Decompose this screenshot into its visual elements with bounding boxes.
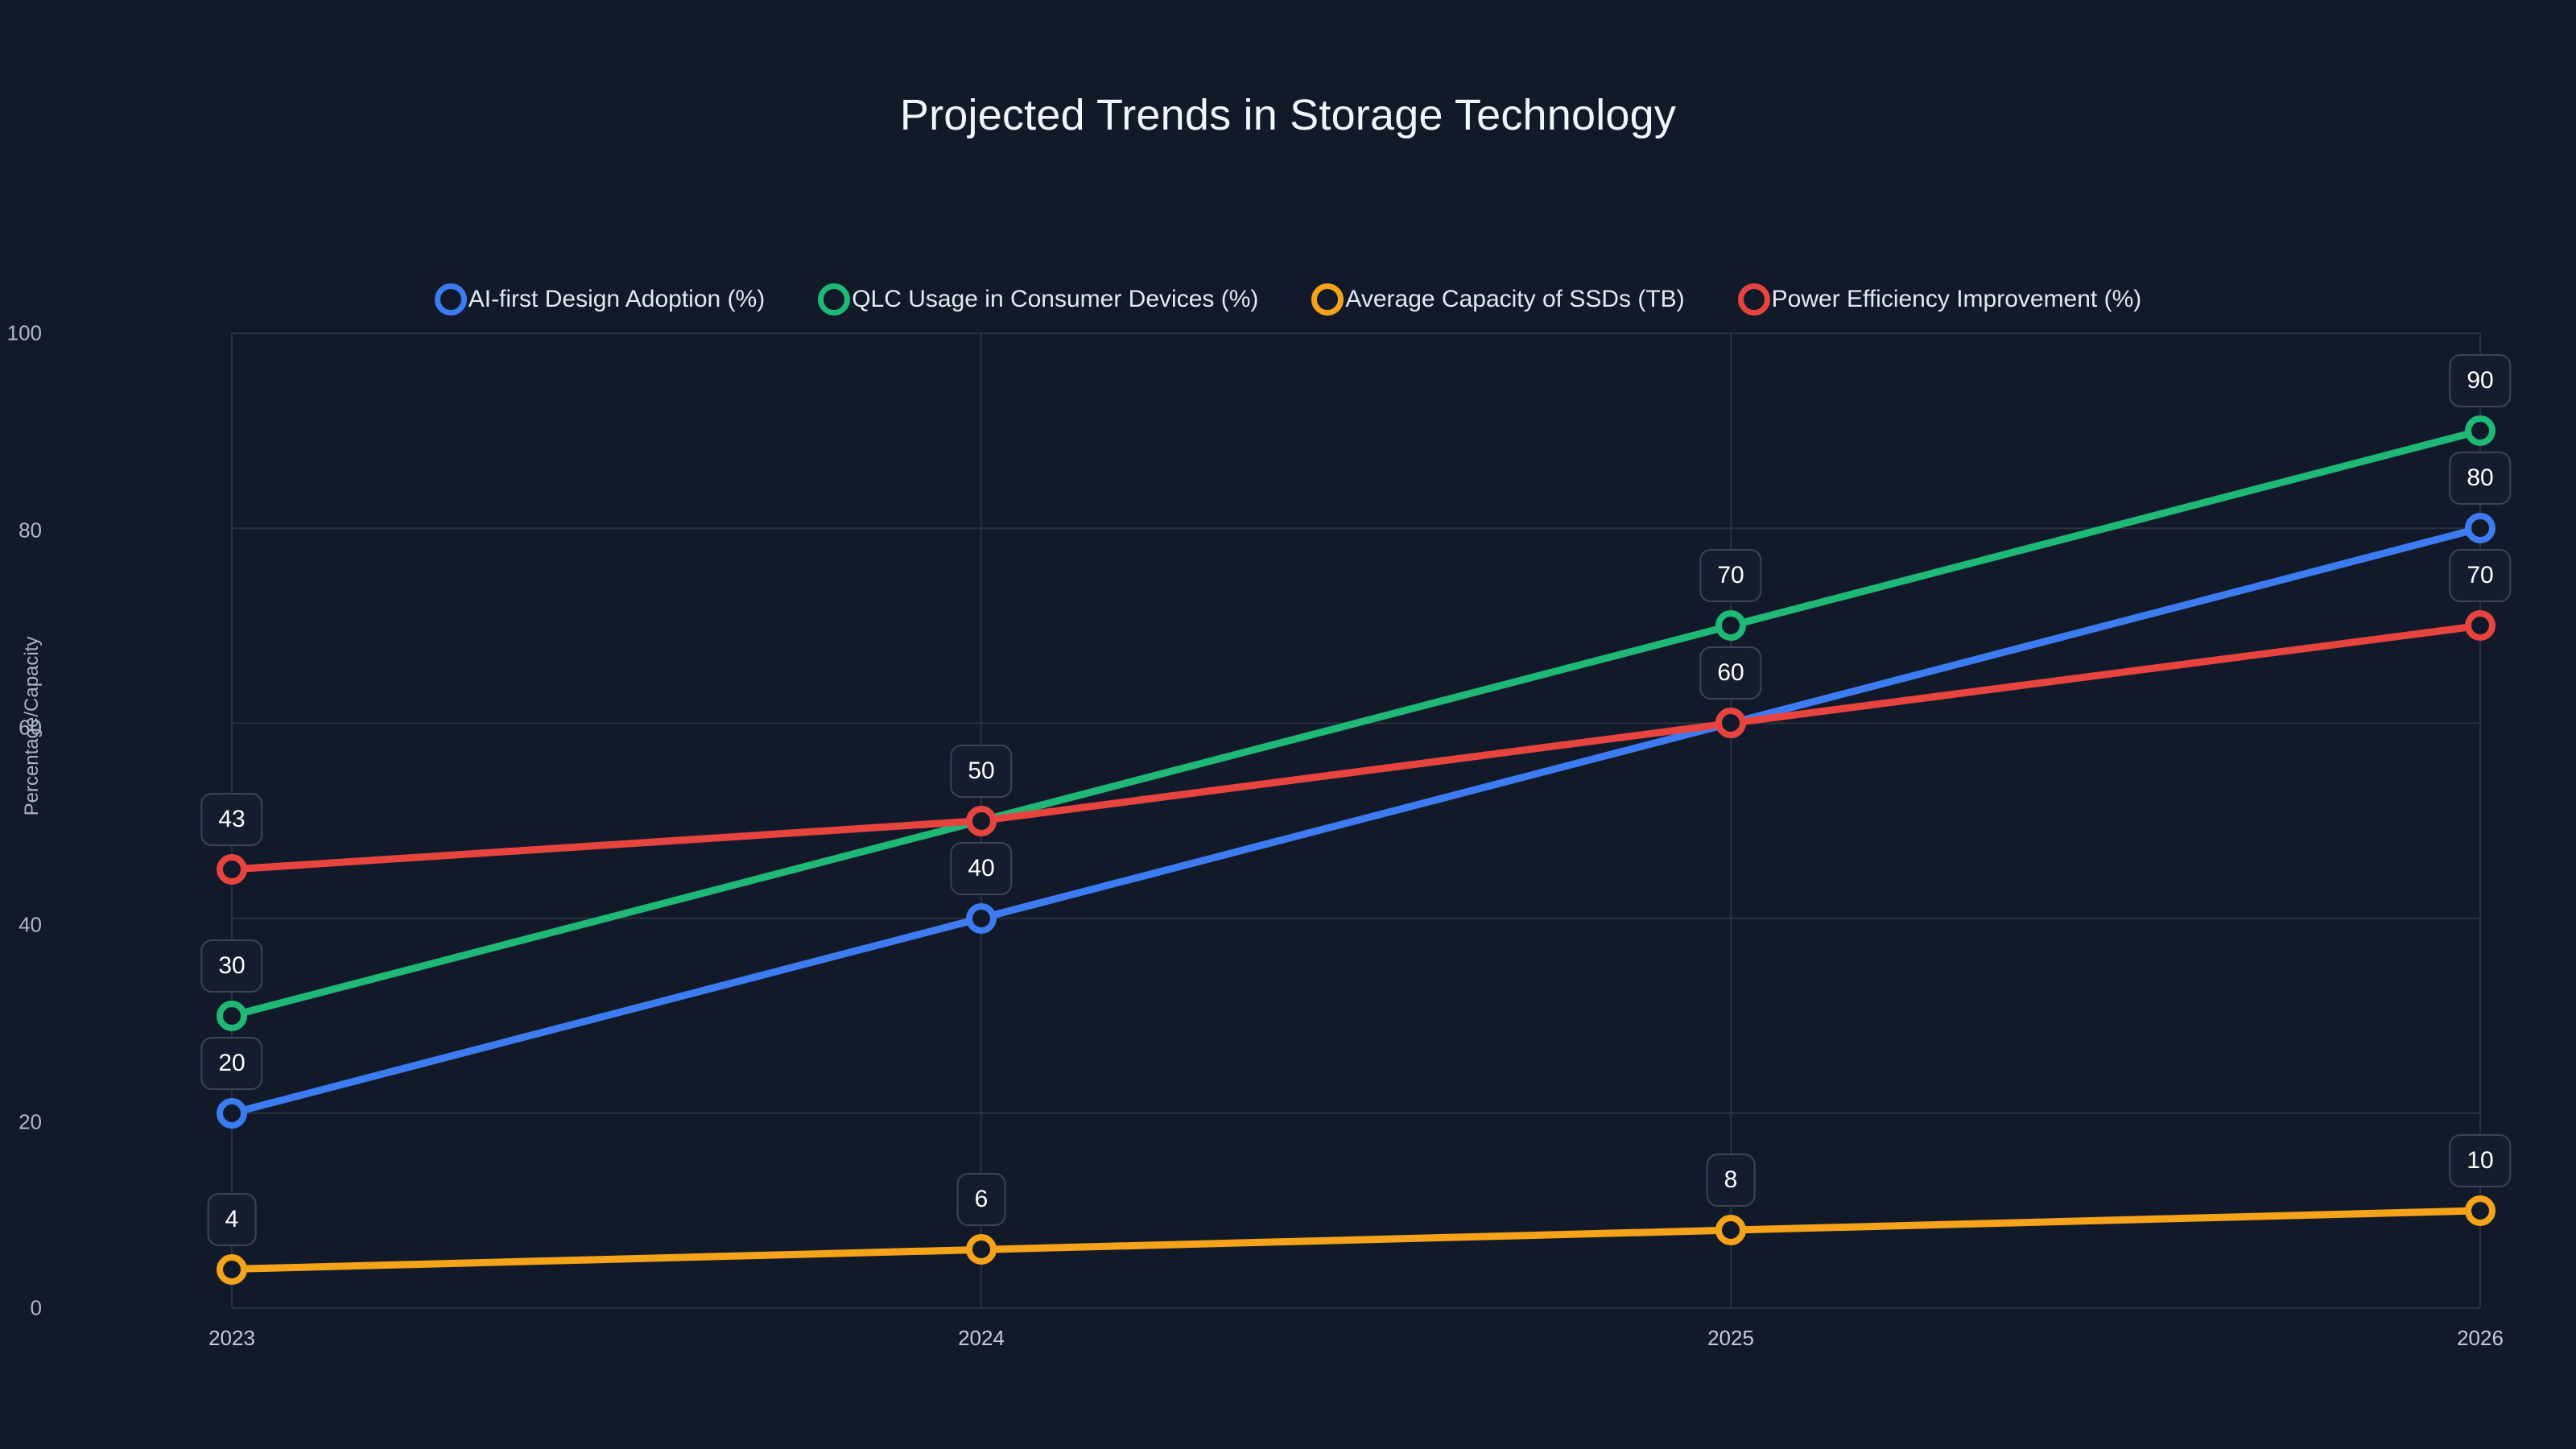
legend-item-label: Average Capacity of SSDs (TB) <box>1345 286 1685 312</box>
data-point-marker[interactable] <box>217 1097 247 1129</box>
legend-item-average-capacity-of-ssds[interactable]: Average Capacity of SSDs (TB) <box>1311 283 1685 316</box>
x-axis-tick: 2025 <box>1707 1326 1754 1350</box>
data-point-marker[interactable] <box>2465 415 2496 447</box>
y-axis-tick: 40 <box>19 912 42 937</box>
data-point-value-badge: 60 <box>1699 646 1762 700</box>
data-point-value-badge: 8 <box>1706 1154 1756 1208</box>
legend-item-power-efficiency-improvement[interactable]: Power Efficiency Improvement (%) <box>1737 283 2142 316</box>
data-point-value-badge: 70 <box>2449 549 2512 603</box>
data-point-marker[interactable] <box>966 1234 997 1265</box>
data-point-marker[interactable] <box>217 1253 247 1285</box>
data-point-value-badge: 20 <box>200 1036 263 1090</box>
x-axis-tick: 2026 <box>2457 1326 2504 1350</box>
data-point-marker[interactable] <box>966 902 997 934</box>
data-point-value-badge: 70 <box>1699 549 1762 603</box>
data-point-marker[interactable] <box>1715 1215 1746 1246</box>
legend-item-qlc-usage-in-consumer-devices[interactable]: QLC Usage in Consumer Devices (%) <box>818 283 1258 316</box>
y-axis-tick: 20 <box>19 1109 42 1134</box>
y-axis-tick: 60 <box>19 715 42 740</box>
data-point-value-badge: 6 <box>956 1173 1006 1227</box>
data-point-value-badge: 10 <box>2449 1133 2512 1187</box>
data-point-marker[interactable] <box>2465 610 2496 642</box>
data-point-marker[interactable] <box>1715 610 1746 642</box>
data-point-marker[interactable] <box>1715 708 1746 739</box>
circle-outline-icon <box>1311 283 1344 316</box>
data-point-marker[interactable] <box>2465 513 2496 544</box>
data-point-value-badge: 30 <box>200 939 263 993</box>
y-axis-tick: 0 <box>30 1295 42 1320</box>
legend-item-label: Power Efficiency Improvement (%) <box>1771 286 2142 312</box>
data-point-value-badge: 4 <box>207 1192 257 1246</box>
data-point-value-badge: 43 <box>200 793 263 847</box>
data-point-value-badge: 50 <box>950 744 1013 798</box>
y-axis-tick: 80 <box>19 518 42 543</box>
data-point-value-badge: 80 <box>2449 452 2512 506</box>
circle-outline-icon <box>434 283 467 316</box>
x-axis-tick: 2024 <box>958 1326 1005 1350</box>
page-title: Projected Trends in Storage Technology <box>899 91 1677 139</box>
legend-item-label: QLC Usage in Consumer Devices (%) <box>852 286 1259 312</box>
y-axis-tick: 100 <box>6 320 42 345</box>
chart-legend: AI-first Design Adoption (%) QLC Usage i… <box>0 283 2576 316</box>
legend-item-label: AI-first Design Adoption (%) <box>468 286 766 312</box>
legend-item-ai-first-design-adoption[interactable]: AI-first Design Adoption (%) <box>434 283 766 316</box>
data-point-marker[interactable] <box>2465 1195 2496 1226</box>
data-point-value-badge: 40 <box>950 841 1013 895</box>
data-point-value-badge: 90 <box>2449 354 2512 408</box>
data-point-marker[interactable] <box>966 805 997 836</box>
data-point-marker[interactable] <box>217 854 247 886</box>
data-point-marker[interactable] <box>217 1000 247 1031</box>
circle-outline-icon <box>818 283 851 316</box>
circle-outline-icon <box>1737 283 1770 316</box>
x-axis-tick: 2023 <box>208 1326 255 1350</box>
